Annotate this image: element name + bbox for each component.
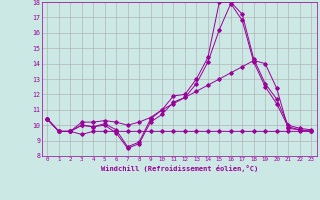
X-axis label: Windchill (Refroidissement éolien,°C): Windchill (Refroidissement éolien,°C) bbox=[100, 165, 258, 172]
